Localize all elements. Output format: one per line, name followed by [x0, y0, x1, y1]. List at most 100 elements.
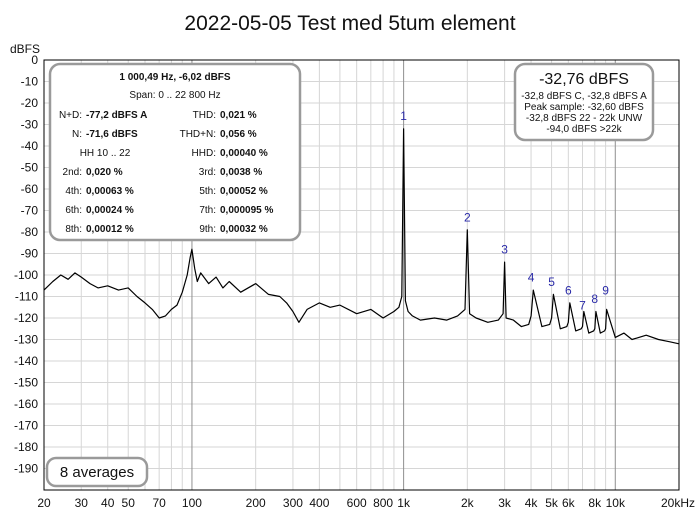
harmonic-peak-label: 4	[528, 270, 535, 284]
x-tick-label: 200	[246, 496, 266, 510]
x-tick-label: 1k	[397, 496, 411, 510]
stats-label: 4th:	[65, 186, 82, 197]
y-tick-label: -110	[15, 290, 38, 304]
stats-label: 5th:	[199, 186, 216, 197]
x-axis-ticks: 20 30 40 50 70 100 200 300 400 600 800 1k 2k 3k 4k 5k 6k…	[37, 496, 695, 510]
harmonic-peak-label: 5	[548, 275, 555, 289]
x-tick-label: 10k	[606, 496, 626, 510]
y-tick-label: -160	[14, 397, 38, 411]
stats-value: 0,000095 %	[220, 205, 273, 216]
harmonic-peak-label: 6	[565, 283, 572, 297]
stats-row: 8th: 0,00012 % 9th: 0,00032 %	[65, 224, 268, 235]
harmonic-peak-label: 2	[464, 210, 471, 224]
harmonic-peak-label: 3	[501, 243, 508, 257]
stats-value: 0,00040 %	[220, 148, 268, 159]
x-tick-label: 50	[122, 496, 136, 510]
y-tick-label: -170	[14, 419, 38, 433]
stats-value: 0,00012 %	[86, 224, 134, 235]
stats-value: 0,0038 %	[220, 167, 262, 178]
y-tick-label: -10	[21, 75, 39, 89]
x-tick-label: 400	[309, 496, 329, 510]
x-tick-label: 70	[152, 496, 166, 510]
x-tick-label: 40	[101, 496, 115, 510]
chart-title: 2022-05-05 Test med 5tum element	[184, 12, 515, 35]
stats-label: THD+N:	[180, 129, 216, 140]
level-detail-line: -32,8 dBFS 22 - 22k UNW	[526, 113, 643, 124]
stats-value: -71,6 dBFS	[86, 129, 138, 140]
level-detail-line: Peak sample: -32,60 dBFS	[524, 102, 644, 113]
y-tick-label: -140	[14, 354, 38, 368]
averages-label: 8 averages	[60, 464, 134, 481]
x-tick-label: 20kHz	[661, 496, 695, 510]
x-tick-label: 800	[373, 496, 393, 510]
stats-label: 6th:	[65, 205, 82, 216]
stats-label: 8th:	[65, 224, 82, 235]
level-detail-line: -94,0 dBFS >22k	[546, 124, 622, 135]
plot-frame	[43, 59, 680, 491]
averages-box-frame	[45, 456, 149, 488]
harmonic-peak-label: 8	[591, 292, 598, 306]
stats-label: N+D:	[59, 110, 82, 121]
y-tick-label: -20	[21, 96, 39, 110]
stats-box: 1 000,49 Hz, -6,02 dBFS Span: 0 .. 22 80…	[48, 62, 302, 242]
stats-value: 0,00052 %	[220, 186, 268, 197]
y-tick-label: 0	[31, 53, 38, 67]
stats-value: 0,00063 %	[86, 186, 134, 197]
stats-value: 0,056 %	[220, 129, 257, 140]
y-tick-label: -40	[21, 139, 39, 153]
stats-span: Span: 0 .. 22 800 Hz	[129, 90, 220, 101]
x-tick-label: 100	[182, 496, 202, 510]
stats-row: 4th: 0,00063 % 5th: 0,00052 %	[65, 186, 268, 197]
stats-label: 7th:	[199, 205, 216, 216]
y-tick-label: -90	[21, 247, 39, 261]
stats-label: THD:	[193, 110, 216, 121]
x-tick-label: 4k	[525, 496, 539, 510]
y-tick-label: -30	[21, 118, 39, 132]
y-tick-label: -100	[14, 268, 38, 282]
stats-row: 2nd: 0,020 % 3rd: 0,0038 %	[63, 167, 263, 178]
stats-row: N+D: -77,2 dBFS A THD: 0,021 %	[59, 110, 257, 121]
stats-row: N: -71,6 dBFS THD+N: 0,056 %	[72, 129, 257, 140]
stats-row: 6th: 0,00024 % 7th: 0,000095 %	[65, 205, 273, 216]
x-tick-label: 3k	[498, 496, 512, 510]
y-tick-label: -130	[14, 333, 38, 347]
stats-value: 0,021 %	[220, 110, 257, 121]
level-box-frame	[513, 62, 655, 142]
harmonic-peak-label: 1	[400, 109, 407, 123]
stats-value: 0,00024 %	[86, 205, 134, 216]
stats-rows: N+D: -77,2 dBFS A THD: 0,021 % N: -71,6 dBFS T…	[59, 110, 274, 235]
y-tick-label: -50	[21, 161, 39, 175]
stats-label: HH 10 .. 22	[80, 148, 131, 159]
y-tick-label: -180	[14, 440, 38, 454]
y-tick-label: -80	[21, 225, 39, 239]
x-tick-label: 2k	[461, 496, 475, 510]
y-tick-label: -120	[14, 311, 38, 325]
y-tick-label: -150	[14, 376, 38, 390]
stats-label: HHD:	[192, 148, 216, 159]
averages-box: 8 averages	[45, 456, 149, 488]
x-tick-label: 300	[283, 496, 303, 510]
stats-label: 9th:	[199, 224, 216, 235]
stats-frequency-level: 1 000,49 Hz, -6,02 dBFS	[119, 72, 230, 83]
x-tick-label: 6k	[562, 496, 576, 510]
stats-label: N:	[72, 129, 82, 140]
y-axis-unit: dBFS	[10, 42, 40, 56]
spectrum-series-line	[43, 128, 680, 345]
stats-value: 0,020 %	[86, 167, 123, 178]
stats-box-frame	[48, 62, 302, 242]
x-tick-label: 20	[37, 496, 51, 510]
y-tick-label: -60	[21, 182, 39, 196]
stats-value: -77,2 dBFS A	[86, 110, 147, 121]
x-tick-label: 30	[75, 496, 89, 510]
level-box: -32,76 dBFS -32,8 dBFS C, -32,8 dBFS A P…	[513, 62, 655, 142]
y-axis-ticks: 0 -10 -20 -30 -40 -50 -60 -70 -80 -90 -100 -110 -120…	[14, 53, 38, 476]
y-tick-label: -190	[14, 462, 38, 476]
level-main-value: -32,76 dBFS	[539, 71, 629, 88]
stats-label: 2nd:	[63, 167, 82, 178]
harmonic-peak-labels: 1 2 3 4 567 89	[400, 109, 609, 312]
harmonic-peak-label: 7	[579, 298, 586, 312]
y-tick-label: -70	[21, 204, 39, 218]
level-detail-line: -32,8 dBFS C, -32,8 dBFS A	[521, 91, 647, 102]
x-tick-label: 8k	[588, 496, 602, 510]
